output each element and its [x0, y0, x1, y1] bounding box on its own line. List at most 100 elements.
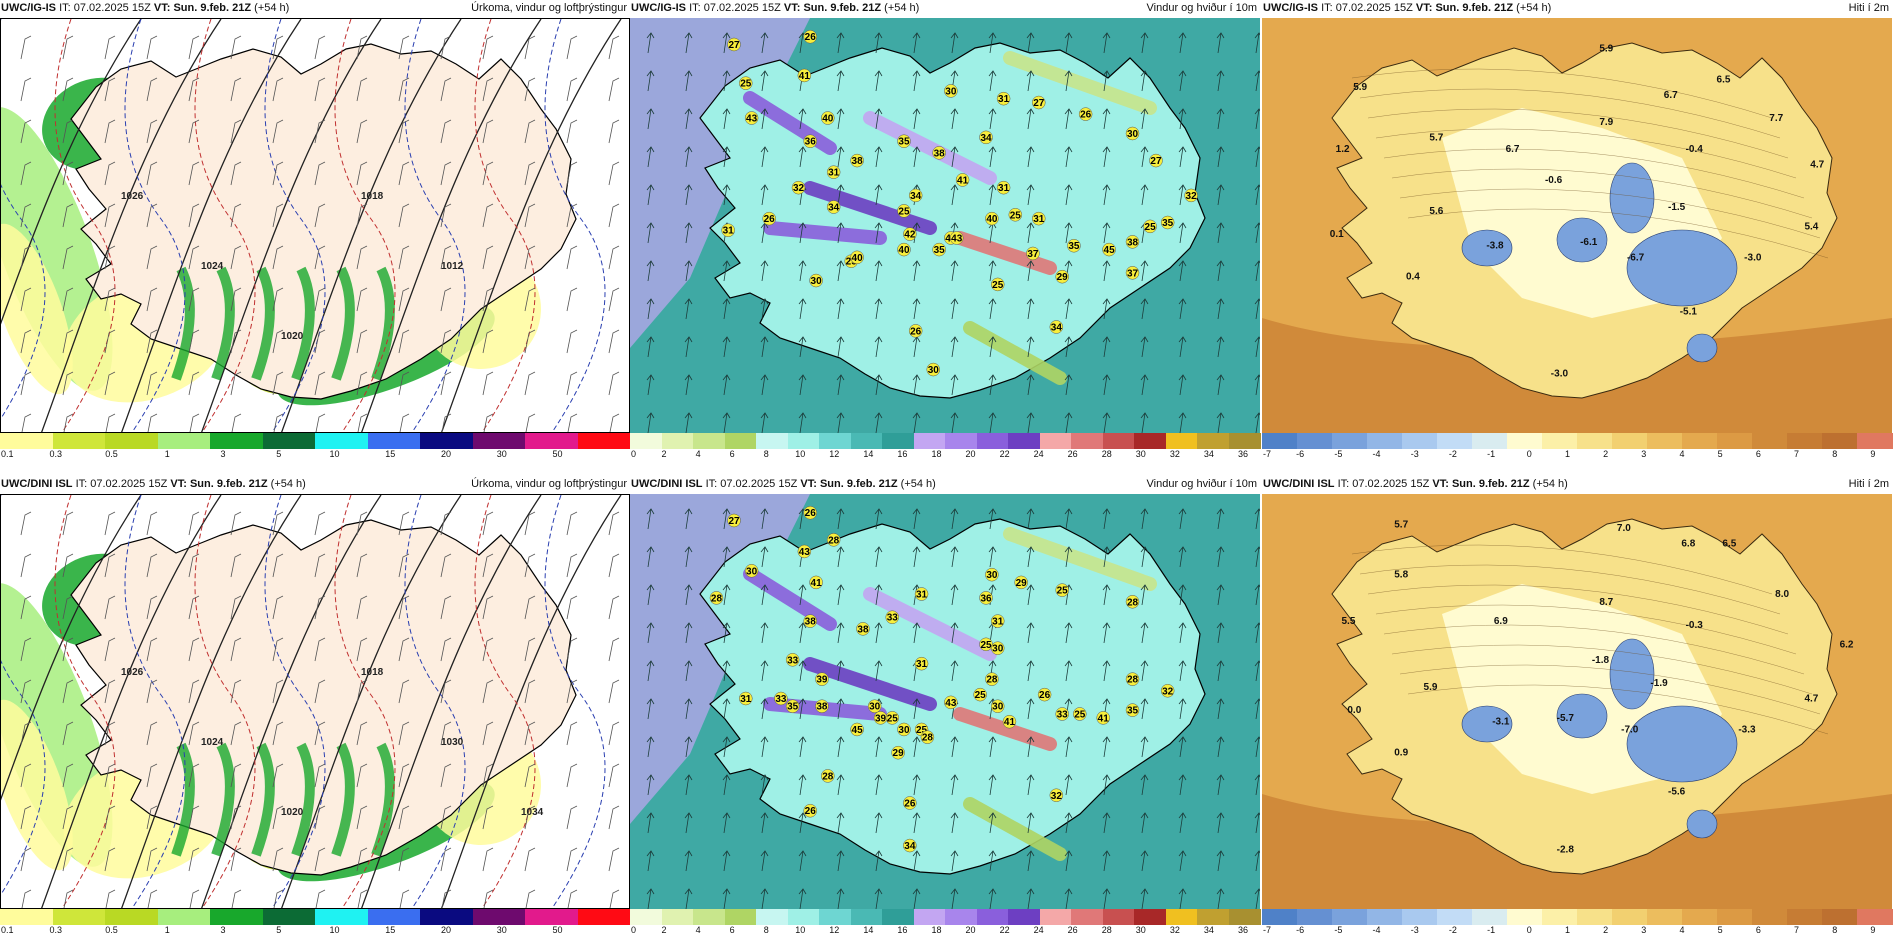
precip-area: [1, 223, 73, 395]
gust-label: 28: [920, 730, 935, 744]
panel-header: UWC/IG-IS IT: 07.02.2025 15Z VT: Sun. 9.…: [1262, 0, 1892, 17]
map-title: Hiti í 2m: [1848, 478, 1889, 490]
isobar: [441, 19, 622, 432]
colorbar-tick: 22: [999, 449, 1010, 459]
colorbar-tick: 32: [1169, 925, 1180, 935]
gust-value: 34: [828, 203, 840, 214]
header-lead: (+54 h): [1532, 478, 1568, 490]
gust-label: 30: [897, 722, 911, 737]
gust-label: 28: [985, 672, 999, 686]
temperature-contour: [264, 495, 326, 908]
gust-value: 30: [945, 86, 957, 97]
colorbar-tick: 3: [1641, 449, 1647, 459]
isobar: [281, 495, 462, 908]
gust-value: 39: [816, 675, 828, 686]
colorbar-swatch: [472, 433, 526, 449]
gust-label: 34: [1049, 320, 1064, 334]
colorbar-swatch: [1402, 909, 1438, 925]
temperature-value: 6.5: [1722, 539, 1736, 550]
gust-value: 38: [857, 624, 869, 635]
map-panel-p5: UWC/DINI ISL IT: 07.02.2025 15Z VT: Sun.…: [630, 476, 1261, 936]
temperature-contour: [334, 495, 396, 908]
temperature-contour: [264, 19, 326, 432]
panel-header: UWC/IG-IS IT: 07.02.2025 15Z VT: Sun. 9.…: [0, 0, 630, 17]
gust-value: 26: [764, 214, 776, 225]
colorbar-tick: 34: [1203, 925, 1214, 935]
gust-label: 26: [803, 803, 817, 818]
gust-value: 28: [922, 733, 934, 744]
gust-label: 40: [897, 242, 911, 257]
colorbar-swatch: [1102, 909, 1135, 925]
gust-label: 36: [979, 591, 993, 605]
cold-area: [1626, 229, 1738, 307]
temp-colorbar: [1262, 909, 1893, 925]
gust-value: 25: [846, 257, 858, 268]
temperature-contour: [124, 495, 186, 908]
gust-label: 25: [1143, 219, 1157, 234]
panel-header: UWC/DINI ISL IT: 07.02.2025 15Z VT: Sun.…: [1262, 476, 1892, 493]
temperature-value: -3.0: [1744, 252, 1762, 263]
gust-value: 41: [1004, 717, 1016, 728]
colorbar-swatch: [577, 909, 631, 925]
header-vt-label: VT:: [1415, 2, 1433, 14]
temperature-value: -3.3: [1738, 724, 1756, 735]
colorbar-swatch: [367, 909, 421, 925]
colorbar-ticks: 0 2 4 6 8 10 12 14 16 18 20 22 24 26 28 30 32 34 36: [630, 449, 1260, 461]
colorbar-swatch: [52, 433, 106, 449]
colorbar-swatch: [1717, 909, 1753, 925]
gust-label: 29: [891, 745, 905, 760]
colorbar-tick: -6: [1296, 925, 1305, 935]
colorbar-swatch: [945, 433, 977, 449]
pressure-label: 1020: [281, 807, 304, 818]
colorbar-swatch: [1752, 433, 1788, 449]
isobar: [441, 495, 622, 908]
gust-label: 34: [979, 130, 993, 145]
gust-label: 35: [932, 242, 946, 257]
gust-band: [803, 181, 937, 235]
temperature-contour: [404, 495, 466, 908]
colorbar-tick: 0.5: [105, 925, 118, 935]
colorbar-swatch: [1822, 433, 1858, 449]
gust-label: 35: [897, 134, 911, 148]
precip-streak: [371, 266, 395, 381]
wind-gust-map: 27 26 28 43 30 41 28 38 33 38 31 36 30 29 25 28 31 25 30 33…: [630, 494, 1260, 909]
colorbar-tick: 3: [220, 925, 226, 935]
colorbar-tick: 22: [999, 925, 1010, 935]
gust-value: 28: [822, 771, 834, 782]
colorbar-tick: 9: [1870, 925, 1876, 935]
temperature-value: 1.2: [1336, 144, 1350, 155]
temperature-value: 7.7: [1769, 113, 1783, 124]
colorbar-swatch: [1437, 909, 1473, 925]
colorbar-tick: 12: [829, 449, 840, 459]
gust-label: 31: [721, 223, 735, 237]
colorbar-tick: 30: [496, 925, 507, 935]
header-it: 07.02.2025 15Z: [90, 478, 168, 490]
temperature-value: -1.9: [1650, 678, 1668, 689]
gust-label: 31: [990, 614, 1005, 628]
colorbar-tick: 6: [1755, 449, 1761, 459]
gust-label: 32: [1184, 188, 1198, 203]
colorbar-tick: 5: [1717, 925, 1723, 935]
colorbar-tick: 26: [1067, 925, 1078, 935]
gust-label: 43: [944, 695, 958, 710]
colorbar-tick: 6: [1755, 925, 1761, 935]
header-lead: (+54 h): [270, 478, 306, 490]
gust-value: 41: [1098, 713, 1110, 724]
gust-label: 35: [1125, 703, 1140, 717]
temperature-contour: [474, 495, 536, 908]
gust-label: 25: [990, 277, 1005, 292]
header-vt: Sun. 9.feb. 21Z: [1435, 2, 1514, 14]
colorbar-swatch: [1612, 433, 1648, 449]
temperature-value: 0.4: [1406, 272, 1420, 283]
pressure-label: 1024: [201, 261, 224, 272]
temperature-value: 6.8: [1681, 539, 1695, 550]
gust-label: 25: [885, 711, 900, 725]
gust-band: [803, 657, 937, 711]
colorbar-swatch: [525, 433, 578, 449]
colorbar-swatch: [1197, 909, 1229, 925]
temperature-map: 5.9 5.9 6.5 6.7 7.7 5.7 6.7 7.9 1.2 -0.4 4.7 -0.6 5.…: [1262, 18, 1892, 433]
gust-value: 36: [805, 137, 817, 148]
temperature-value: -0.4: [1686, 144, 1704, 155]
colorbar-swatch: [1134, 909, 1166, 925]
colorbar-swatch: [0, 433, 53, 449]
